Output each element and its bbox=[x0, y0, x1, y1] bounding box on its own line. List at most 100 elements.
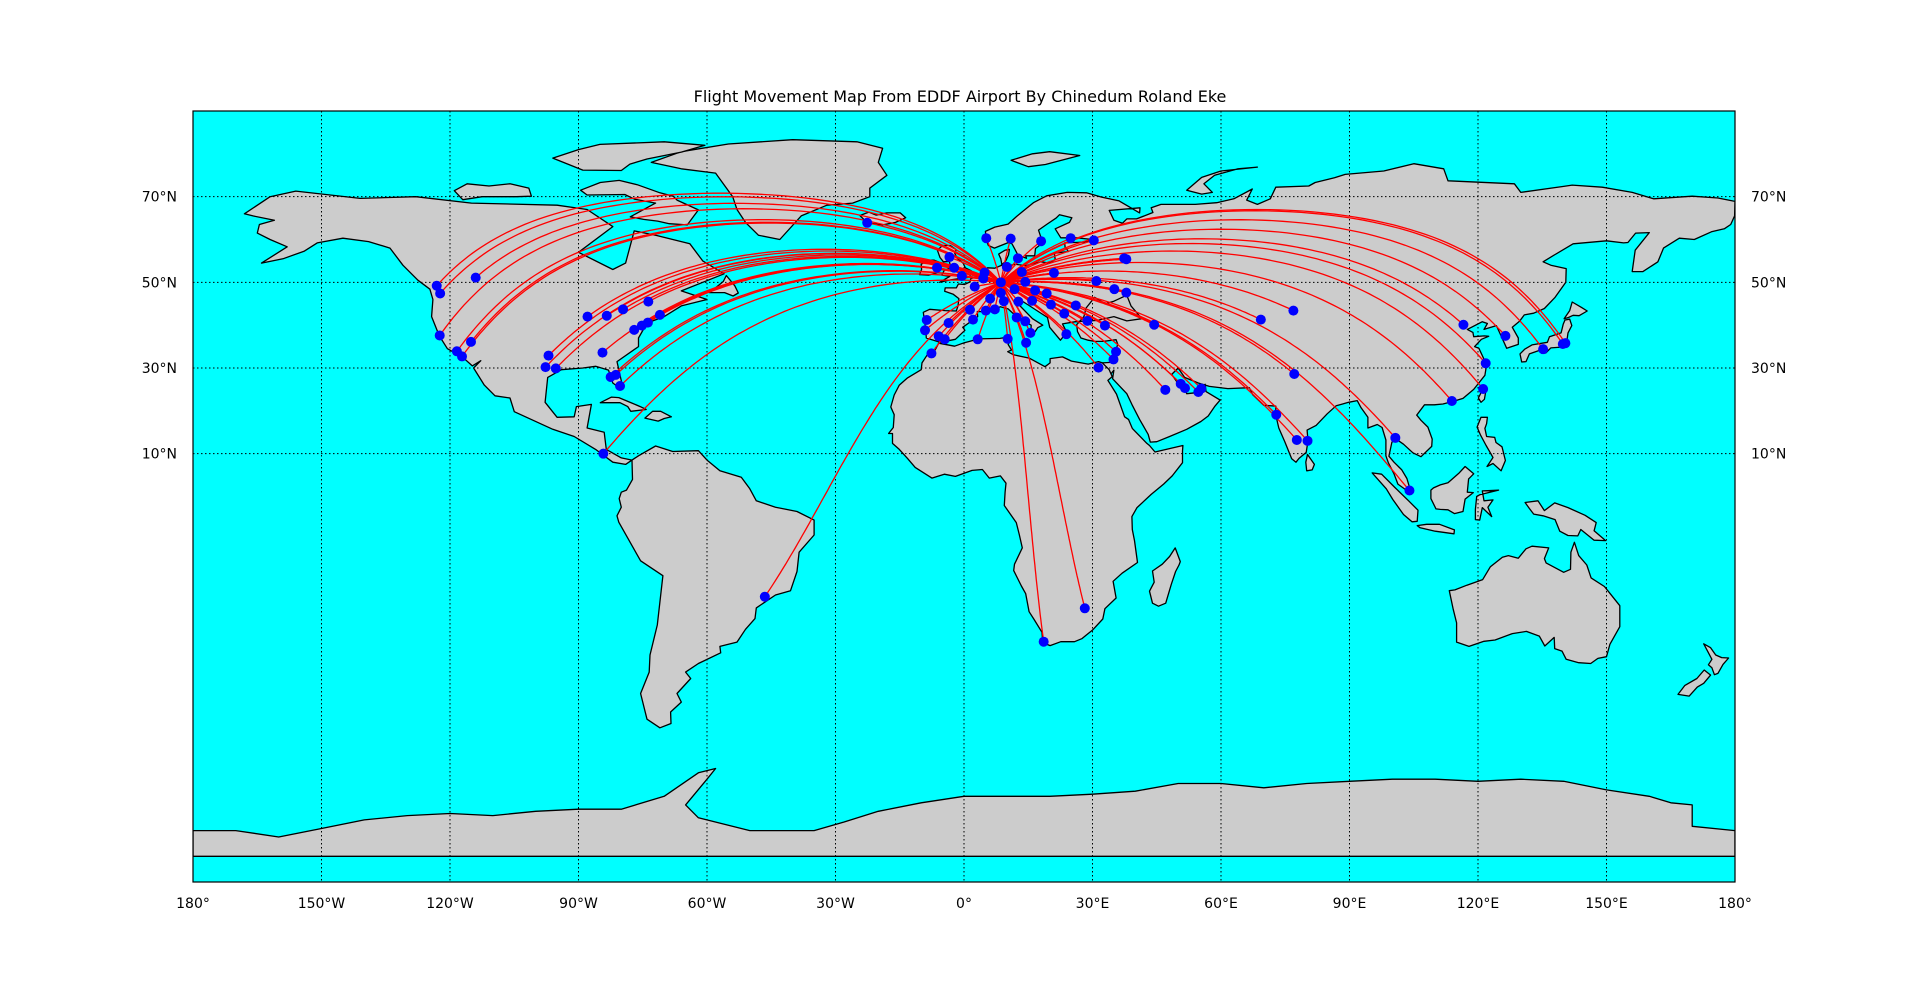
flight-route bbox=[1000, 228, 1506, 337]
latitude-label-left: 10°N bbox=[142, 447, 177, 463]
longitude-label: 60°W bbox=[688, 896, 727, 912]
airport-marker bbox=[998, 296, 1009, 307]
flight-route bbox=[1000, 278, 1396, 439]
airport-marker bbox=[943, 318, 954, 329]
flight-route bbox=[926, 281, 1002, 321]
airport-marker bbox=[1255, 314, 1266, 325]
airport-marker bbox=[1016, 267, 1027, 278]
airport-marker bbox=[456, 351, 467, 362]
latitude-label-left: 50°N bbox=[142, 275, 177, 291]
latitude-labels: 70°N 70°N 50°N 50°N 30°N 30°N 10°N 10°N bbox=[142, 190, 1787, 463]
land-new-zealand-south bbox=[1677, 669, 1712, 697]
airport-marker bbox=[981, 233, 992, 244]
airport-marker bbox=[985, 293, 996, 304]
flight-route bbox=[548, 250, 1002, 357]
flight-route bbox=[969, 281, 1002, 311]
airport-marker bbox=[1005, 233, 1016, 244]
airport-marker bbox=[1538, 344, 1549, 355]
flight-route bbox=[1000, 282, 1027, 343]
airport-marker bbox=[1121, 287, 1132, 298]
flight-route bbox=[436, 192, 1002, 287]
airport-marker bbox=[1027, 295, 1038, 306]
airport-marker bbox=[654, 309, 665, 320]
flight-route bbox=[936, 267, 1001, 283]
flight-route bbox=[1000, 281, 1166, 391]
airport-marker bbox=[920, 325, 931, 336]
flight-route bbox=[924, 281, 1002, 331]
airport-marker bbox=[550, 363, 561, 374]
longitude-label: 120°W bbox=[426, 896, 474, 912]
flight-route bbox=[1000, 219, 1544, 350]
airport-marker bbox=[601, 310, 612, 321]
airport-marker bbox=[995, 288, 1006, 299]
airport-marker bbox=[582, 311, 593, 322]
longitude-label: 30°E bbox=[1076, 896, 1110, 912]
airport-marker bbox=[1045, 299, 1056, 310]
airport-marker bbox=[618, 304, 629, 315]
airport-marker bbox=[932, 262, 943, 273]
airport-marker bbox=[615, 380, 626, 391]
flight-route bbox=[949, 256, 1002, 283]
airport-marker bbox=[1070, 300, 1081, 311]
airport-marker bbox=[629, 324, 640, 335]
airport-marker bbox=[1390, 432, 1401, 443]
flight-route bbox=[648, 256, 1002, 303]
airport-marker bbox=[1020, 276, 1031, 287]
airport-marker bbox=[540, 362, 551, 373]
longitude-label: 150°E bbox=[1585, 896, 1628, 912]
flight-route bbox=[610, 270, 1001, 378]
airport-marker bbox=[1175, 378, 1186, 389]
land-greenland bbox=[650, 139, 888, 241]
flight-route bbox=[1000, 261, 1453, 402]
airport-marker bbox=[1079, 603, 1090, 614]
airport-marker bbox=[944, 252, 955, 263]
longitude-label: 180° bbox=[176, 896, 210, 912]
airport-marker bbox=[1041, 288, 1052, 299]
longitude-label: 90°E bbox=[1333, 896, 1367, 912]
latitude-label-right: 70°N bbox=[1751, 190, 1786, 206]
flight-route bbox=[764, 281, 1002, 598]
land-ellesmere bbox=[552, 141, 706, 172]
flight-route bbox=[470, 221, 1002, 343]
airport-marker bbox=[1059, 308, 1070, 319]
airport-marker bbox=[1404, 485, 1415, 496]
airport-marker bbox=[933, 331, 944, 342]
land-philippines bbox=[1476, 416, 1507, 472]
airport-marker bbox=[431, 280, 442, 291]
airport-marker bbox=[1500, 330, 1511, 341]
longitude-label: 0° bbox=[956, 896, 972, 912]
flight-route bbox=[1000, 242, 1487, 364]
longitude-label: 30°W bbox=[816, 896, 855, 912]
flight-route bbox=[475, 202, 1002, 283]
flight-route bbox=[1000, 250, 1484, 390]
land-novaya-zemlya bbox=[1186, 166, 1259, 195]
airport-marker bbox=[642, 317, 653, 328]
airport-marker bbox=[759, 591, 770, 602]
airport-marker bbox=[1002, 333, 1013, 344]
airport-marker bbox=[1020, 316, 1031, 327]
airport-marker bbox=[862, 217, 873, 228]
airport-marker bbox=[1093, 362, 1104, 373]
longitude-label: 60°E bbox=[1204, 896, 1238, 912]
flight-route bbox=[1000, 281, 1308, 442]
land-sri-lanka bbox=[1305, 453, 1316, 472]
land-victoria-island bbox=[453, 183, 533, 201]
longitude-label: 180° bbox=[1718, 896, 1752, 912]
airport-marker bbox=[1061, 329, 1072, 340]
flight-route bbox=[439, 208, 1002, 336]
land-australia bbox=[1448, 541, 1621, 665]
airport-markers bbox=[431, 217, 1571, 647]
airport-marker bbox=[1480, 358, 1491, 369]
airport-marker bbox=[598, 448, 609, 459]
flight-route bbox=[587, 248, 1002, 318]
airport-marker bbox=[1149, 319, 1160, 330]
latitude-label-right: 50°N bbox=[1751, 275, 1786, 291]
airport-marker bbox=[978, 273, 989, 284]
airport-marker bbox=[989, 304, 1000, 315]
airport-marker bbox=[1108, 354, 1119, 365]
flight-route bbox=[1000, 238, 1012, 283]
airport-marker bbox=[605, 371, 616, 382]
flight-route bbox=[439, 196, 1002, 294]
airport-marker bbox=[1038, 636, 1049, 647]
latitude-label-right: 10°N bbox=[1751, 447, 1786, 463]
